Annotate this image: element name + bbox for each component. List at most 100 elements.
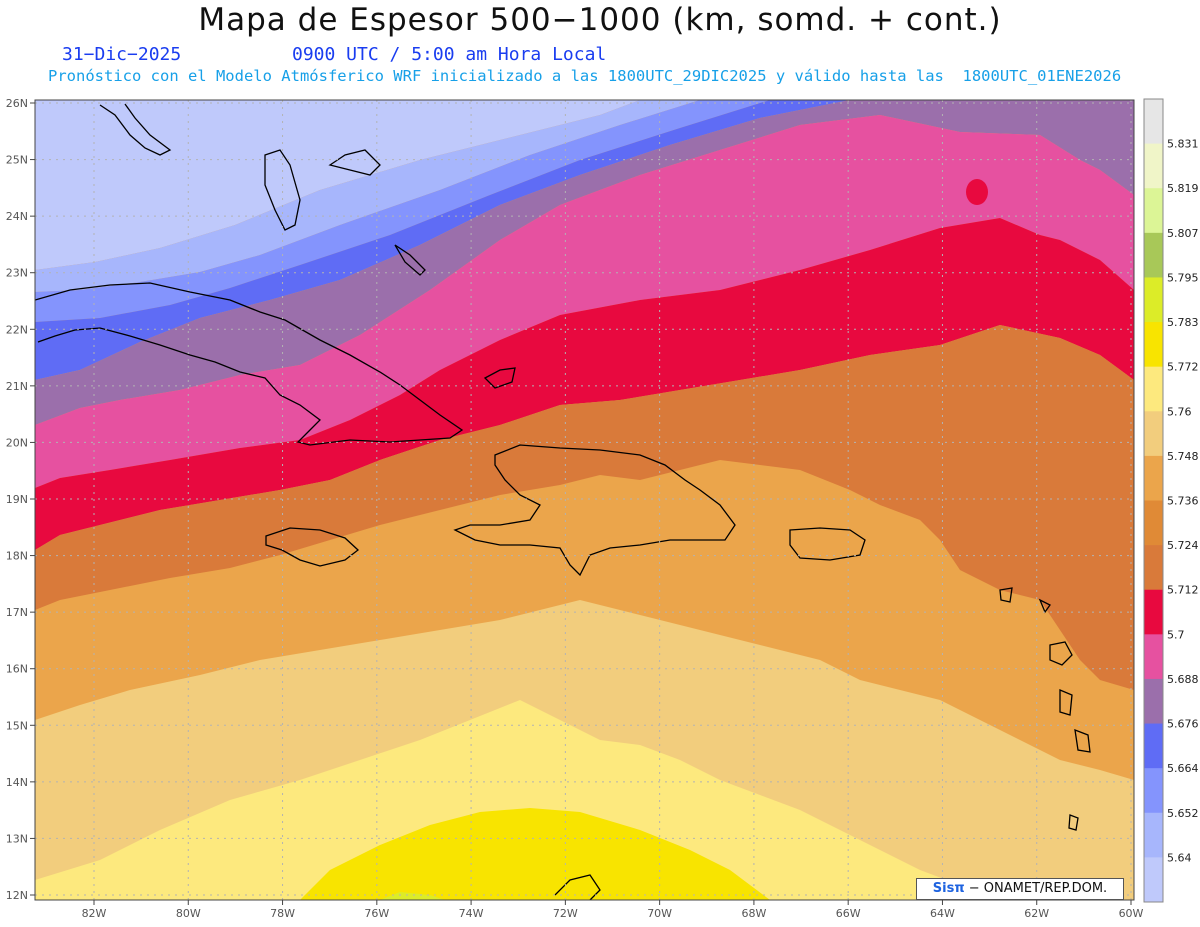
colorbar-label: 5.652 [1167, 807, 1199, 820]
lon-label: 74W [459, 907, 484, 920]
colorbar-swatch [1144, 500, 1163, 546]
forecast-time: 0900 UTC / 5:00 am Hora Local [292, 44, 607, 65]
colorbar-label: 5.795 [1167, 271, 1199, 284]
lesser-antilles-6 [1038, 598, 1051, 614]
coastlines [35, 103, 1091, 900]
lat-label: 13N [6, 832, 28, 845]
bahamas-inagua [483, 367, 516, 389]
puerto-rico-outline [789, 527, 866, 561]
colorbar-label: 5.807 [1167, 227, 1199, 240]
colorbar-swatch [1144, 589, 1163, 635]
colorbar-swatch [1144, 678, 1163, 725]
band-5724 [35, 325, 1134, 690]
map-frame [34, 99, 1135, 901]
lat-label: 17N [6, 606, 28, 619]
sispi-logo: Sisπ [932, 881, 965, 896]
colorbar-swatch [1144, 545, 1163, 591]
jamaica-outline [265, 527, 360, 567]
colorbar-swatch [1144, 322, 1163, 368]
colorbar-swatch [1144, 812, 1163, 858]
colorbar-swatch [1144, 455, 1163, 501]
colorbar-swatch [1144, 232, 1163, 278]
lon-label: 68W [741, 907, 766, 920]
colorbar-label: 5.664 [1167, 762, 1199, 775]
band-5652 [35, 100, 700, 292]
lat-label: 19N [6, 493, 28, 506]
colorbar-swatch [1144, 99, 1163, 145]
band-5700 [35, 115, 1134, 488]
lat-label: 26N [6, 97, 28, 110]
band-5712-blob [966, 179, 988, 205]
credit-box: Sisπ − ONAMET/REP.DOM. [916, 878, 1124, 900]
lesser-antilles-4 [1068, 814, 1079, 831]
colorbar-swatch [1144, 857, 1163, 903]
bahamas-long [394, 244, 426, 276]
lon-label: 80W [176, 907, 201, 920]
forecast-date: 31−Dic−2025 [62, 44, 182, 65]
longitude-labels: 82W 80W 78W 76W 74W 72W 70W 68W 66W 64W 62W 60W [82, 900, 1144, 920]
lat-label: 22N [6, 323, 28, 336]
colorbar-label: 5.748 [1167, 450, 1199, 463]
lon-label: 70W [647, 907, 672, 920]
credit-text: − ONAMET/REP.DOM. [964, 881, 1108, 896]
lat-label: 24N [6, 210, 28, 223]
bahamas-eleuthera [328, 149, 381, 176]
colorbar-label: 5.819 [1167, 182, 1199, 195]
lat-label: 18N [6, 550, 28, 563]
colorbar-swatch [1144, 366, 1163, 412]
band-5640 [35, 100, 640, 270]
colorbar-label: 5.7 [1167, 628, 1185, 641]
lon-label: 62W [1024, 907, 1049, 920]
lesser-antilles-1 [1049, 641, 1073, 666]
lesser-antilles-5 [999, 587, 1013, 603]
colorbar-frame [1143, 98, 1164, 903]
thickness-bands [35, 100, 1134, 900]
colorbar-swatch [1144, 768, 1163, 814]
colorbar-label: 5.831 [1167, 138, 1199, 151]
florida-outline [99, 103, 172, 156]
lon-label: 60W [1119, 907, 1144, 920]
colorbar-label: 5.64 [1167, 851, 1192, 864]
lat-label: 14N [6, 776, 28, 789]
colorbar: 5.831 5.819 5.807 5.795 5.783 5.772 5.76 5.748 5… [1143, 98, 1199, 903]
colorbar-label: 5.736 [1167, 495, 1199, 508]
lon-label: 66W [836, 907, 861, 920]
band-5688 [35, 100, 1134, 425]
band-5772 [300, 808, 770, 900]
cuba-outline [35, 282, 464, 446]
lesser-antilles-2 [1059, 689, 1073, 716]
colorbar-label: 5.783 [1167, 316, 1199, 329]
colorbar-label: 5.772 [1167, 361, 1199, 374]
colorbar-swatch [1144, 634, 1163, 680]
lat-label: 16N [6, 663, 28, 676]
lon-label: 72W [553, 907, 578, 920]
colorbar-label: 5.712 [1167, 584, 1199, 597]
bahamas-andros [264, 149, 301, 231]
lat-label: 12N [6, 889, 28, 902]
colorbar-swatch [1144, 143, 1163, 189]
lat-label: 20N [6, 436, 28, 449]
lat-label: 23N [6, 267, 28, 280]
map-title: Mapa de Espesor 500−1000 (km, somd. + co… [198, 2, 1002, 38]
lon-label: 76W [364, 907, 389, 920]
lon-label: 64W [930, 907, 955, 920]
colorbar-swatch [1144, 723, 1163, 769]
lon-label: 82W [82, 907, 107, 920]
colorbar-swatch [1144, 411, 1163, 457]
lat-label: 21N [6, 380, 28, 393]
colorbar-label: 5.724 [1167, 539, 1199, 552]
latitude-labels: 26N 25N 24N 23N 22N 21N 20N 19N 18N 17N 16N 15N 14N 1… [6, 97, 35, 902]
band-5783 [380, 892, 445, 900]
lat-label: 15N [6, 719, 28, 732]
lat-label: 25N [6, 154, 28, 167]
colorbar-label: 5.676 [1167, 718, 1199, 731]
hispaniola-outline [453, 444, 736, 577]
model-run-info: Pronóstico con el Modelo Atmósferico WRF… [48, 67, 1122, 85]
lon-label: 78W [270, 907, 295, 920]
colorbar-swatch [1144, 188, 1163, 234]
band-5676 [35, 100, 850, 380]
colorbar-swatch [1144, 277, 1163, 323]
band-5664 [35, 100, 770, 322]
band-5760 [35, 700, 1000, 900]
